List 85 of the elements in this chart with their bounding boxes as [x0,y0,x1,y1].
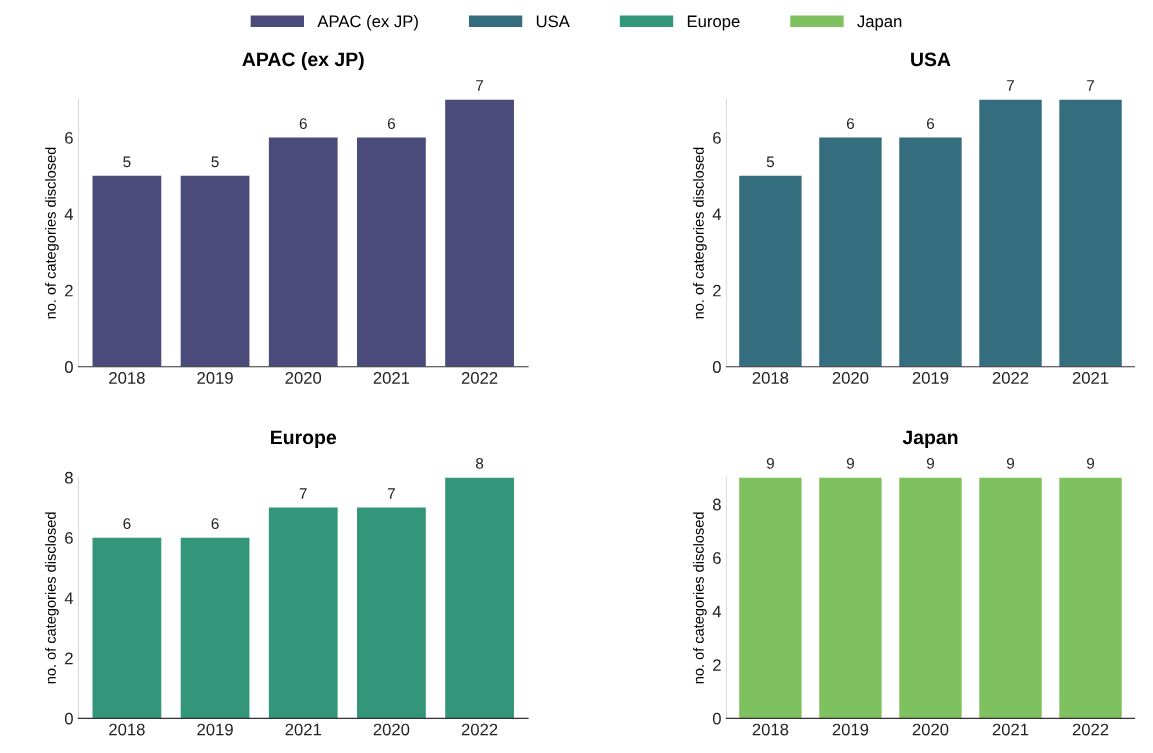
y-tick-label: 2 [713,284,721,297]
y-tick-label: 6 [65,532,73,544]
data-label: 5 [123,156,131,168]
x-tick-label: 2022 [461,372,498,384]
bar [268,137,338,367]
bar [819,137,882,367]
bar [92,175,162,367]
y-tick-label: 6 [713,131,721,144]
x-tick-label: 2021 [992,723,1029,736]
legend-label: Europe [687,15,740,31]
legend-label: APAC (ex JP) [317,15,418,31]
x-tick-label: 2021 [373,372,410,384]
x-tick-label: 2019 [197,723,233,736]
x-tick-label: 2019 [197,372,233,384]
x-tick-label: 2020 [373,723,410,736]
x-tick-label: 2022 [1072,723,1109,736]
bar [357,507,426,719]
y-tick-label: 4 [712,605,722,618]
data-label: 7 [476,80,484,91]
data-label: 7 [1087,80,1095,91]
y-tick-label: 4 [712,208,722,220]
bar [268,507,338,719]
bar [739,175,802,367]
y-tick-label: 2 [65,652,73,665]
y-tick-label: 8 [65,471,73,484]
data-label: 5 [766,156,775,168]
bar [1059,99,1122,367]
x-tick-label: 2018 [109,723,145,736]
data-label: 9 [1087,458,1095,469]
y-tick-label: 0 [64,361,73,373]
data-label: 9 [926,458,934,469]
data-label: 6 [123,518,131,530]
chart-title: Japan [902,430,958,449]
chart-title: APAC (ex JP) [242,51,364,71]
legend-label: USA [536,15,570,28]
data-label: 6 [299,118,307,130]
y-tick-label: 2 [713,659,721,671]
bar [357,137,426,367]
data-label: 9 [1006,458,1015,469]
chart-title: USA [911,52,951,67]
x-tick-label: 2020 [285,372,322,384]
data-label: 6 [211,518,219,530]
chart-title: Europe [271,430,337,449]
y-tick-label: 0 [712,361,721,373]
y-tick-label: 6 [713,552,721,564]
x-tick-label: 2020 [832,372,869,384]
y-tick-label: 0 [64,712,73,725]
y-tick-label: 4 [64,592,74,604]
x-tick-label: 2022 [992,372,1029,384]
data-label: 7 [387,488,395,499]
bar [445,99,514,367]
bar [92,537,162,719]
y-tick-label: 2 [65,284,73,297]
y-axis-title: no. of categories disclosed [45,512,59,684]
x-tick-label: 2018 [752,723,789,736]
bar [979,99,1042,367]
legend-label: Japan [857,15,902,31]
x-tick-label: 2021 [1072,372,1109,384]
x-tick-label: 2020 [912,723,949,736]
data-label: 8 [476,458,484,469]
data-label: 7 [1007,80,1014,91]
data-label: 9 [766,458,774,469]
y-axis-title: no. of categories disclosed [45,147,59,319]
bar [899,137,962,367]
x-tick-label: 2018 [752,372,789,384]
data-label: 6 [927,118,935,130]
data-label: 7 [299,488,307,499]
x-tick-label: 2021 [285,723,321,736]
bar [445,477,514,719]
data-label: 5 [211,156,219,168]
bar [180,537,250,719]
data-label: 9 [846,458,854,469]
y-tick-label: 0 [712,712,721,725]
data-label: 6 [387,118,395,130]
x-tick-label: 2019 [912,372,949,384]
y-tick-label: 8 [712,498,721,511]
y-tick-label: 6 [65,131,73,144]
x-tick-label: 2019 [832,723,869,736]
x-tick-label: 2022 [461,723,498,736]
bar [180,175,250,367]
x-tick-label: 2018 [109,372,145,384]
data-label: 6 [846,118,855,130]
y-axis-title: no. of categories disclosed [693,512,707,684]
y-axis-title: no. of categories disclosed [693,147,707,319]
y-tick-label: 4 [64,208,74,220]
